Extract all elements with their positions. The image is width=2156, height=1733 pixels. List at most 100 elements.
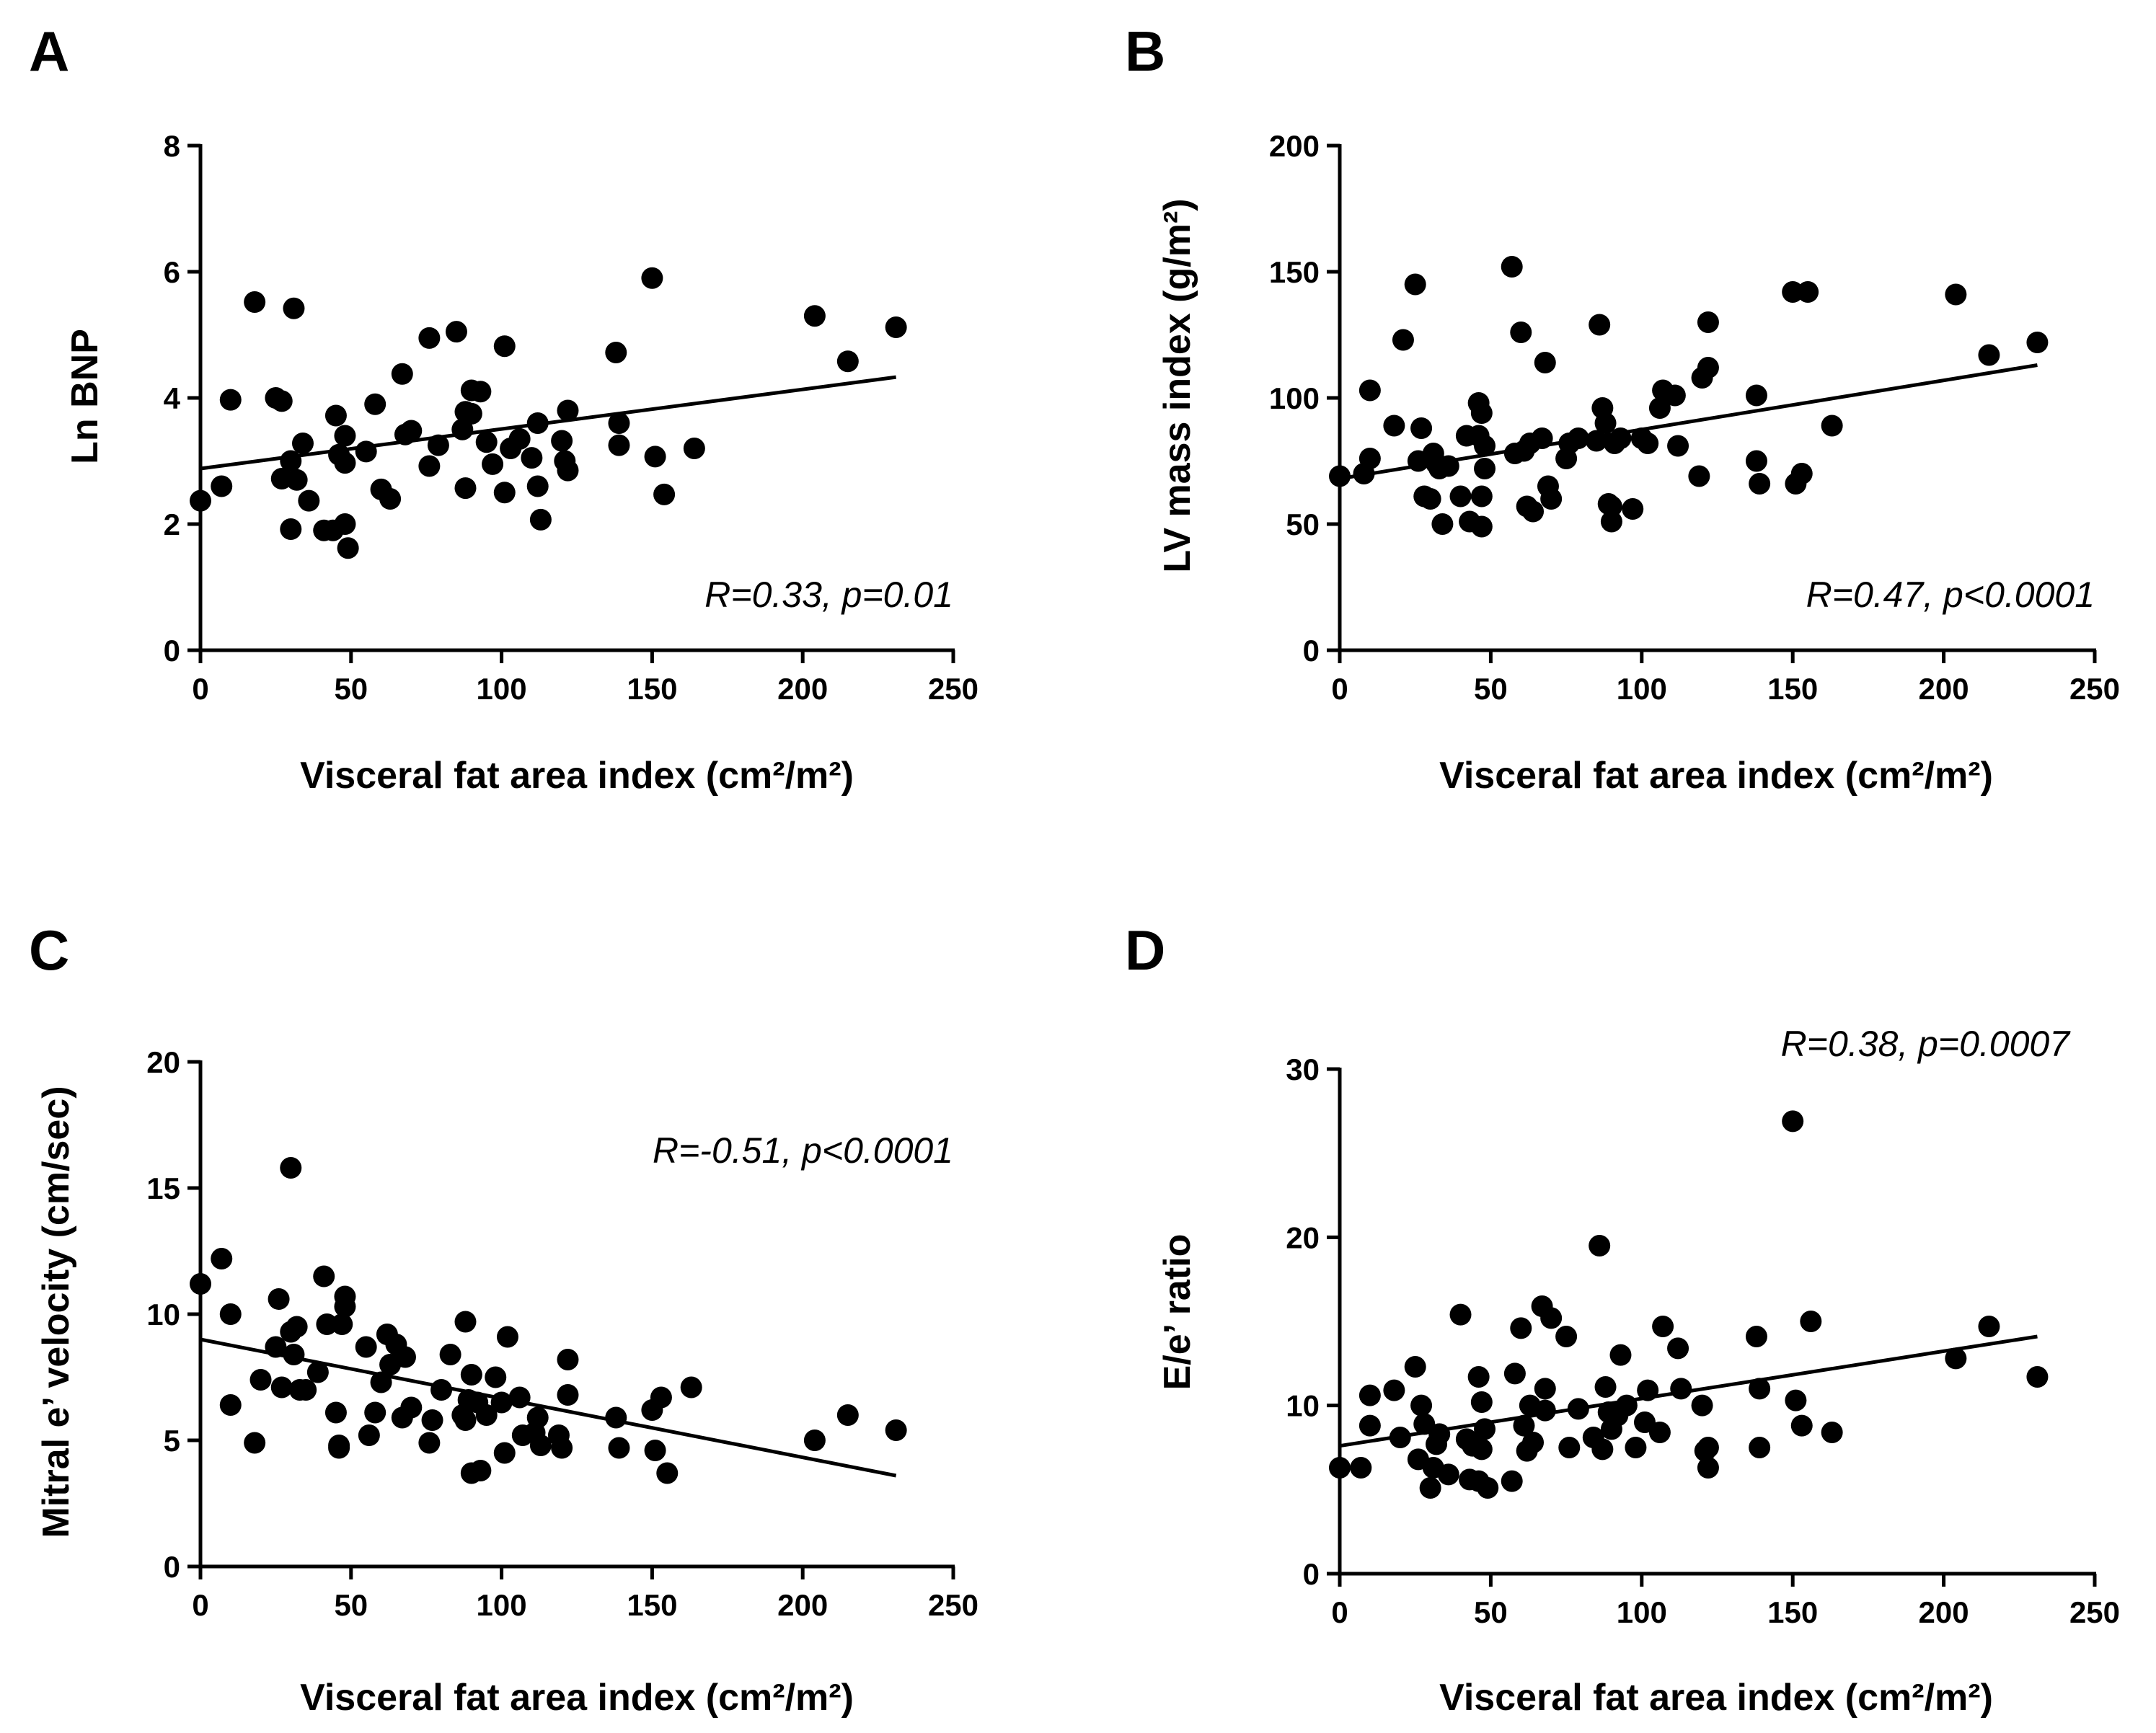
- y-axis-label-b: LV mass index (g/m²): [1157, 198, 1198, 572]
- data-point-a: [364, 393, 386, 415]
- data-point-d: [1652, 1316, 1674, 1337]
- data-point-a: [529, 508, 552, 531]
- data-point-d: [1591, 1438, 1614, 1461]
- axes-d: 0 10 20 30 0 50 100 150 200 250: [1286, 1052, 2120, 1629]
- data-point-b: [1749, 473, 1771, 495]
- x-tick-label-b: 0: [1331, 672, 1348, 706]
- data-point-d: [1821, 1422, 1843, 1443]
- data-point-a: [334, 425, 356, 447]
- data-point-a: [803, 305, 826, 327]
- data-point-c: [680, 1376, 702, 1399]
- data-point-a: [298, 489, 320, 512]
- axes-b: 0 50 100 150 200 0 50 100 150 200 250: [1269, 129, 2120, 706]
- data-point-b: [1358, 448, 1381, 469]
- panel-letter-b: B: [1125, 19, 1165, 83]
- data-point-b: [1745, 450, 1767, 472]
- data-point-a: [605, 342, 627, 363]
- data-point-a: [400, 420, 423, 442]
- panel-b: B LV mass index (g/m²) Visceral fat area…: [1125, 19, 2120, 797]
- data-point-d: [1437, 1463, 1459, 1486]
- data-point-c: [249, 1369, 272, 1391]
- data-point-b: [1522, 500, 1545, 523]
- data-point-c: [608, 1437, 630, 1459]
- data-point-a: [454, 477, 477, 500]
- data-point-b: [1790, 463, 1813, 484]
- data-point-d: [1470, 1438, 1493, 1461]
- data-point-b: [1600, 510, 1622, 533]
- data-point-c: [270, 1376, 293, 1399]
- x-tick-label-c: 250: [928, 1588, 978, 1622]
- data-point-a: [190, 489, 211, 512]
- y-tick-label-d: 10: [1286, 1389, 1320, 1423]
- data-point-c: [355, 1336, 377, 1358]
- data-point-b: [1688, 465, 1710, 487]
- data-point-c: [244, 1432, 266, 1454]
- x-tick-label-d: 0: [1331, 1595, 1348, 1629]
- data-point-b: [1419, 488, 1441, 510]
- data-point-c: [526, 1406, 549, 1429]
- x-tick-label-c: 100: [477, 1588, 527, 1622]
- x-tick-label-a: 100: [477, 672, 527, 706]
- data-point-a: [280, 450, 302, 472]
- data-points-a: [190, 267, 907, 559]
- data-point-d: [1745, 1326, 1767, 1347]
- data-point-d: [1555, 1326, 1578, 1347]
- data-point-d: [1667, 1337, 1689, 1360]
- y-tick-label-d: 20: [1286, 1220, 1320, 1254]
- y-tick-label-b: 0: [1303, 634, 1320, 668]
- data-point-d: [1513, 1414, 1535, 1437]
- x-tick-label-b: 200: [1919, 672, 1969, 706]
- data-point-b: [1474, 458, 1496, 479]
- data-point-b: [1697, 357, 1719, 378]
- data-point-b: [1589, 314, 1611, 336]
- data-point-c: [485, 1366, 507, 1388]
- regression-line-a: [200, 375, 896, 471]
- data-point-b: [1745, 384, 1767, 407]
- data-point-a: [493, 482, 516, 504]
- data-point-c: [190, 1273, 211, 1295]
- x-tick-label-b: 150: [1767, 672, 1818, 706]
- y-tick-label-b: 150: [1269, 255, 1320, 289]
- data-points-d: [1329, 1110, 2049, 1499]
- data-point-a: [324, 404, 347, 427]
- x-tick-label-c: 150: [627, 1588, 677, 1622]
- x-axis-label-a: Visceral fat area index (cm²/m²): [300, 755, 854, 797]
- data-point-a: [557, 399, 579, 422]
- data-point-c: [529, 1435, 552, 1456]
- data-point-c: [469, 1460, 492, 1481]
- data-point-c: [358, 1424, 380, 1446]
- data-point-a: [508, 427, 531, 450]
- data-point-b: [1821, 415, 1843, 437]
- data-point-c: [280, 1157, 302, 1179]
- data-point-d: [1358, 1384, 1381, 1406]
- x-axis-label-b: Visceral fat area index (cm²/m²): [1439, 755, 1993, 797]
- data-point-d: [1749, 1378, 1771, 1400]
- data-point-d: [1419, 1477, 1441, 1499]
- correlation-annotation-b: R=0.47, p<0.0001: [1806, 575, 2095, 615]
- y-tick-label-a: 8: [164, 129, 180, 163]
- data-point-d: [1467, 1366, 1490, 1388]
- x-tick-label-d: 50: [1474, 1595, 1508, 1629]
- data-points-b: [1329, 256, 2049, 538]
- data-point-d: [1501, 1470, 1523, 1492]
- data-point-b: [1404, 273, 1426, 296]
- data-point-b: [1797, 281, 1819, 303]
- x-tick-label-b: 100: [1617, 672, 1667, 706]
- panel-letter-a: A: [29, 19, 69, 83]
- data-point-c: [316, 1313, 338, 1335]
- data-point-c: [460, 1364, 482, 1386]
- data-point-b: [1637, 433, 1659, 454]
- data-point-a: [270, 390, 293, 412]
- data-point-c: [394, 1346, 416, 1368]
- data-point-c: [295, 1379, 317, 1401]
- y-tick-label-a: 4: [164, 381, 181, 415]
- data-point-c: [836, 1404, 859, 1426]
- data-point-c: [496, 1326, 518, 1348]
- data-point-b: [1470, 485, 1493, 508]
- x-axis-label-d: Visceral fat area index (cm²/m²): [1439, 1677, 1993, 1719]
- data-point-a: [391, 363, 413, 385]
- data-point-b: [1600, 495, 1622, 518]
- data-point-b: [1329, 465, 1351, 487]
- data-point-d: [1534, 1399, 1556, 1422]
